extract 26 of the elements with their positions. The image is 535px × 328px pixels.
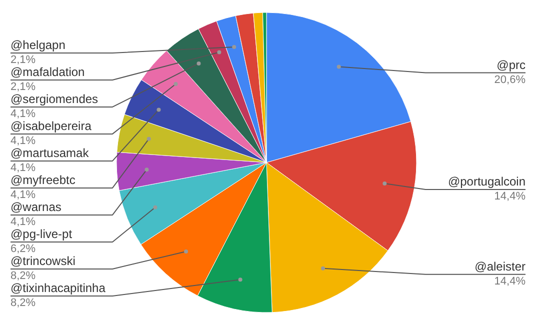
slice-label: @warnas [10, 200, 62, 214]
slice-label: @helgapn [10, 38, 66, 52]
data-label: 2,1% [10, 80, 36, 93]
data-label: 4,1% [10, 162, 36, 174]
data-label: 4,1% [10, 216, 36, 228]
slice-label: @mafaldation [10, 64, 85, 79]
slice-label: @pg-live-pt [10, 226, 73, 241]
data-label: 20,6% [494, 74, 526, 86]
data-label: 2,1% [10, 54, 36, 66]
data-label: 14,4% [494, 275, 526, 288]
data-label: 4,1% [10, 108, 36, 120]
data-label: 14,4% [494, 190, 526, 203]
data-label: 6,2% [10, 242, 36, 255]
slice-label: @prc [496, 58, 526, 72]
slice-label: @martusamak [10, 146, 90, 160]
slice-label: @isabelpereira [10, 118, 92, 133]
data-label: 4,1% [10, 188, 36, 201]
slice-label: @aleister [474, 259, 526, 274]
slice-label: @trincowski [10, 254, 76, 268]
data-label: 4,1% [10, 134, 36, 147]
slice-label: @portugalcoin [448, 174, 526, 189]
data-label: 8,2% [10, 270, 36, 282]
slice-label: @myfreebtc [10, 172, 76, 187]
slice-label: @tixinhacapitinha [10, 280, 106, 295]
slice-label: @sergiomendes [10, 92, 98, 106]
data-label: 8,2% [10, 296, 36, 309]
